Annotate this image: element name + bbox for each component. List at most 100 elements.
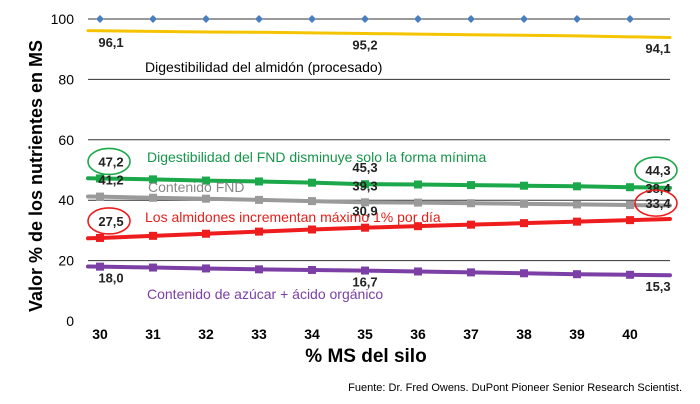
- data-label: 16,7: [352, 275, 377, 290]
- series-line: [86, 29, 672, 40]
- data-point: [520, 269, 528, 278]
- series-name-label: Los almidones incrementan máximo 1% por …: [145, 209, 441, 225]
- data-point: [149, 193, 157, 202]
- data-point: [202, 15, 210, 23]
- data-point: [202, 194, 210, 203]
- data-label: 41,2: [98, 173, 123, 188]
- x-tick-label: 39: [569, 326, 585, 342]
- data-point: [467, 181, 475, 190]
- data-point: [626, 270, 634, 279]
- data-point: [255, 227, 263, 236]
- data-label: 94,1: [645, 41, 670, 56]
- data-point: [467, 199, 475, 208]
- data-point: [361, 266, 369, 275]
- data-point: [96, 233, 104, 242]
- data-point: [149, 175, 157, 184]
- data-point: [520, 219, 528, 228]
- data-point: [308, 15, 316, 23]
- data-point: [467, 15, 475, 23]
- highlight-circle: [87, 207, 131, 235]
- y-tick-label: 0: [66, 313, 74, 329]
- data-point: [202, 229, 210, 238]
- data-point: [149, 263, 157, 272]
- data-label: 30,9: [352, 204, 377, 219]
- data-point: [414, 267, 422, 276]
- highlight-circle: [634, 156, 678, 185]
- data-point: [414, 180, 422, 189]
- data-point: [96, 262, 104, 271]
- data-point: [573, 182, 581, 191]
- y-tick-label: 80: [58, 71, 74, 87]
- data-point: [308, 265, 316, 274]
- data-point: [414, 15, 422, 23]
- data-point: [308, 197, 316, 206]
- x-tick-label: 33: [251, 326, 267, 342]
- data-point: [96, 174, 104, 183]
- data-label: 95,2: [352, 37, 377, 52]
- series-name-label: Digestibilidad del almidón (procesado): [145, 59, 382, 75]
- y-tick-label: 20: [58, 253, 74, 269]
- data-point: [414, 198, 422, 207]
- data-point: [255, 195, 263, 204]
- data-point: [573, 270, 581, 279]
- data-label: 18,0: [98, 271, 123, 286]
- series-name-label: Contenido de azúcar + ácido orgánico: [147, 286, 383, 302]
- data-point: [626, 216, 634, 225]
- x-tick-label: 40: [622, 326, 638, 342]
- x-tick-label: 30: [92, 326, 108, 342]
- data-point: [361, 198, 369, 207]
- data-label: 47,2: [98, 154, 123, 169]
- x-tick-label: 35: [357, 326, 373, 342]
- x-tick-label: 37: [463, 326, 479, 342]
- data-point: [202, 176, 210, 185]
- x-axis-label: % MS del silo: [305, 346, 426, 367]
- data-label: 27,5: [98, 214, 123, 229]
- data-point: [626, 201, 634, 210]
- data-point: [467, 220, 475, 229]
- data-point: [361, 180, 369, 189]
- y-tick-label: 40: [58, 192, 74, 208]
- data-point: [573, 15, 581, 23]
- data-label: 38,4: [645, 181, 671, 196]
- data-point: [361, 223, 369, 232]
- y-axis-label: Valor % de los nutrientes en MS: [26, 40, 46, 312]
- data-label: 45,3: [352, 160, 377, 175]
- data-point: [202, 264, 210, 273]
- data-point: [96, 192, 104, 201]
- data-label: 96,1: [98, 35, 123, 50]
- data-point: [573, 200, 581, 209]
- data-point: [149, 15, 157, 23]
- series-line: [86, 264, 672, 278]
- data-point: [573, 217, 581, 226]
- data-label: 33,4: [645, 196, 671, 211]
- data-label: 15,3: [645, 279, 670, 294]
- data-point: [361, 15, 369, 23]
- x-tick-label: 38: [516, 326, 532, 342]
- data-point: [520, 181, 528, 190]
- data-point: [96, 15, 104, 23]
- data-point: [255, 265, 263, 274]
- series-name-label: Contenido FND: [148, 179, 245, 195]
- data-point: [308, 225, 316, 234]
- highlight-circle: [634, 189, 678, 217]
- data-point: [255, 177, 263, 186]
- data-point: [308, 178, 316, 187]
- data-label: 44,3: [645, 163, 670, 178]
- data-point: [414, 222, 422, 231]
- data-point: [467, 268, 475, 277]
- x-tick-label: 31: [145, 326, 161, 342]
- y-tick-label: 100: [51, 11, 75, 27]
- data-point: [520, 15, 528, 23]
- highlight-circle: [87, 147, 131, 176]
- data-point: [626, 183, 634, 192]
- source-note: Fuente: Dr. Fred Owens. DuPont Pioneer S…: [348, 382, 682, 394]
- y-tick-label: 60: [58, 132, 74, 148]
- data-point: [520, 199, 528, 208]
- series-name-label: Digestibilidad del FND disminuye solo la…: [147, 149, 486, 165]
- x-tick-label: 36: [410, 326, 426, 342]
- data-point: [255, 15, 263, 23]
- x-tick-label: 34: [304, 326, 320, 342]
- x-tick-label: 32: [198, 326, 214, 342]
- data-point: [626, 15, 634, 23]
